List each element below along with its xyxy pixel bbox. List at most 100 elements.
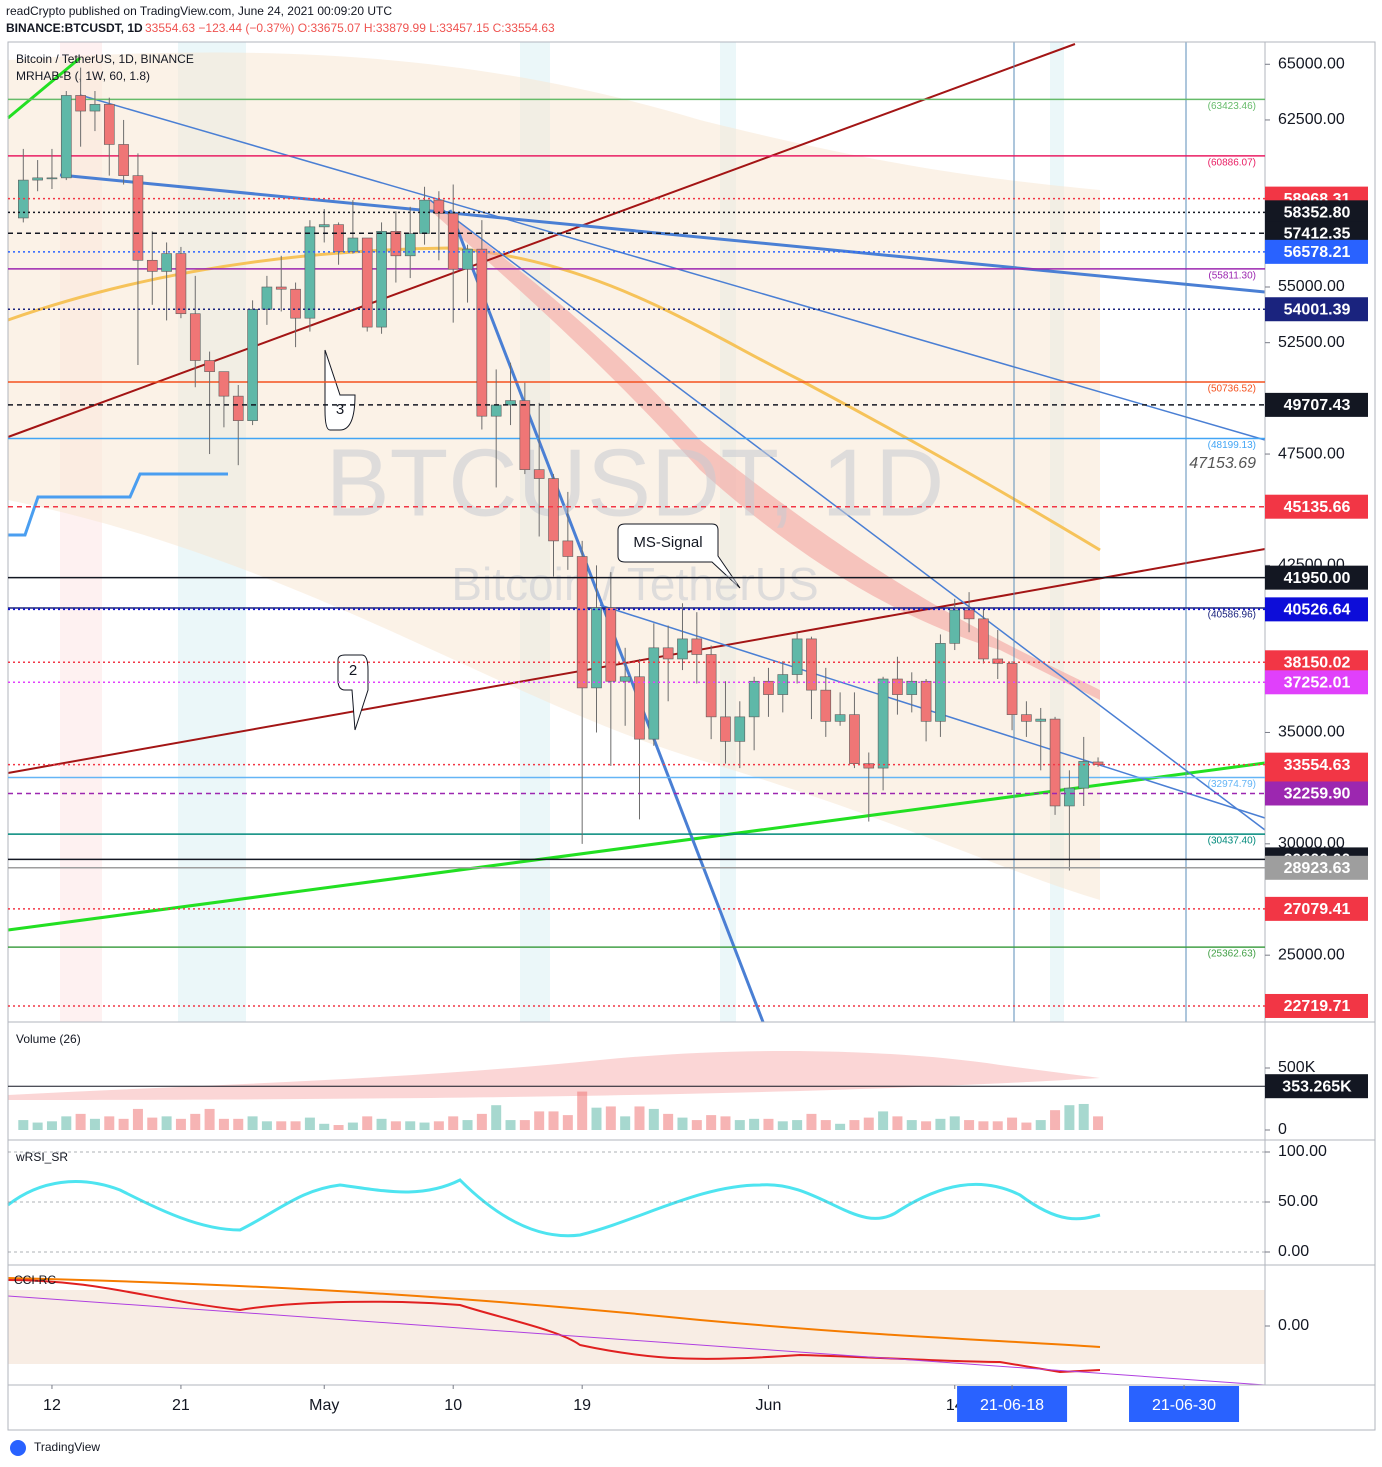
candle-body [275,286,287,290]
volume-bar [161,1116,172,1130]
price-flag-label: 22719.71 [1284,998,1351,1015]
candle-body [1021,714,1032,722]
volume-bar [405,1121,416,1130]
x-tick-label: Jun [756,1397,782,1414]
volume-bar [835,1123,846,1130]
volume-last-label: 353.265K [1282,1078,1352,1095]
candle-body [1006,663,1018,715]
candle-body [505,400,516,406]
candle-body [218,371,230,397]
candle-body [304,226,316,319]
volume-bar [32,1122,43,1130]
candle-body [347,237,359,252]
level-label: (30437.40) [1208,836,1256,847]
volume-bar [677,1117,688,1130]
candle-body [662,647,674,660]
candle-body [118,144,129,176]
volume-bar [806,1113,817,1130]
candle-body [232,395,244,421]
candle-body [290,288,301,319]
volume-bar [820,1120,831,1130]
candle-body [376,231,387,328]
volume-bar [276,1121,287,1130]
volume-bar [1093,1116,1104,1130]
volume-bar [921,1121,932,1130]
candle-body [619,676,631,682]
level-label: (40586.96) [1208,610,1256,621]
candle-body [949,609,961,644]
candle-body [447,213,459,270]
volume-bar [433,1121,444,1130]
x-tick-highlight [1129,1386,1240,1422]
candle-body [404,233,416,257]
volume-bar [1064,1105,1075,1130]
candle-body [419,199,430,234]
candle-body [562,540,574,557]
watermark-title: BTCUSDT, 1D [326,429,945,536]
volume-bar [992,1121,1003,1130]
candle-body [175,253,187,315]
rsi-label: wRSI_SR [15,1150,68,1164]
candle-body [963,609,975,620]
candle-body [46,177,58,180]
price-flag-label: 41950.00 [1284,570,1351,587]
candle-body [677,638,688,660]
price-flag-label: 49707.43 [1284,397,1351,414]
y-tick-label: 0.00 [1278,1243,1309,1260]
volume-bar [390,1121,401,1130]
volume-bar [218,1118,229,1130]
candle-body [548,478,559,542]
candle-body [820,689,832,722]
volume-bar [362,1116,373,1130]
volume-label: Volume (26) [16,1032,81,1046]
volume-bar [419,1122,430,1130]
volume-bar [1007,1117,1018,1130]
price-flag-label: 54001.39 [1284,301,1351,318]
candle-body [490,404,502,417]
volume-bar [964,1120,975,1130]
volume-bar [46,1121,57,1130]
volume-bar [1078,1103,1089,1130]
cci-label: CCI-RC [14,1273,56,1287]
volume-bar [763,1118,774,1130]
candle-body [60,95,72,179]
candle-body [863,763,875,769]
price-flag [1265,392,1368,417]
annotation: 2 [349,662,357,679]
volume-bar [777,1121,788,1130]
volume-bar [720,1116,731,1130]
y-tick-label: 25000.00 [1278,946,1345,963]
logo [10,1440,26,1456]
candle-body [720,716,731,742]
candle-body [1078,761,1090,789]
volume-bar [347,1122,358,1130]
candle-body [634,676,645,740]
watermark-subtitle: Bitcoin / TetherUS [451,558,818,610]
price-flag [1265,650,1368,675]
volume-bar [734,1120,745,1130]
volume-bar [462,1120,473,1130]
volume-bar [1021,1122,1032,1130]
volume-bar [233,1118,244,1130]
candle-body [834,714,846,722]
x-tick-label: 21-06-18 [980,1397,1044,1414]
publisher: readCrypto published on TradingView.com,… [6,4,392,18]
candle-body [691,638,703,655]
level-label: (63423.46) [1208,101,1256,112]
price-flag-label: 45135.66 [1284,499,1351,516]
y-tick-label: 0 [1278,1121,1287,1138]
volume-bar [1050,1110,1061,1130]
volume-bar [749,1118,760,1130]
candle-body [591,607,602,689]
price-note: 47153.69 [1189,455,1256,472]
candle-body [333,224,344,252]
volume-bar [863,1117,874,1130]
candle-body [433,199,445,214]
quote: 33554.63 −123.44 (−0.37%) O:33675.07 H:3… [145,21,555,35]
price-flag [1265,597,1368,622]
candle-body [89,104,101,112]
volume-bar [577,1091,588,1130]
volume-bar [706,1115,717,1130]
candle-body [992,658,1004,664]
candle-body [906,680,918,695]
